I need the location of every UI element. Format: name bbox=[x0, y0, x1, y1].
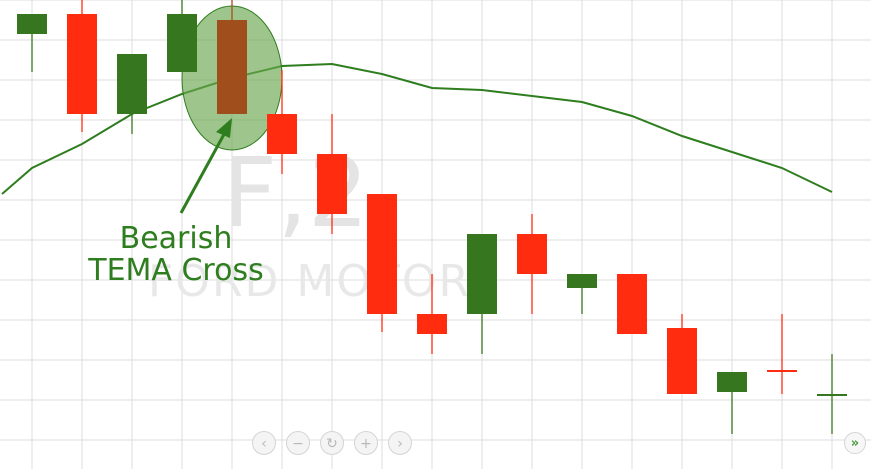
chevron-right-icon: › bbox=[397, 436, 403, 452]
chevron-left-icon: ‹ bbox=[261, 436, 267, 452]
minus-icon: − bbox=[292, 436, 304, 452]
candle bbox=[417, 274, 447, 354]
double-chevron-right-icon: » bbox=[850, 436, 860, 451]
candle bbox=[667, 314, 697, 394]
candle bbox=[67, 0, 97, 132]
candle-body bbox=[417, 314, 447, 334]
annotation-text-line-2: TEMA Cross bbox=[87, 253, 263, 288]
zoom-out-button[interactable]: − bbox=[286, 431, 310, 455]
candle-body bbox=[767, 370, 797, 372]
candle-body bbox=[567, 274, 597, 288]
bearish-tema-cross-annotation: Bearish TEMA Cross bbox=[87, 118, 264, 288]
candle-body bbox=[317, 154, 347, 214]
candle bbox=[717, 372, 747, 434]
candle bbox=[217, 0, 247, 114]
expand-button[interactable]: » bbox=[844, 432, 866, 454]
refresh-icon: ↻ bbox=[326, 436, 338, 452]
candle-body bbox=[167, 14, 197, 72]
watermark-name: FORD MOTOR bbox=[148, 256, 471, 307]
scroll-left-button[interactable]: ‹ bbox=[252, 431, 276, 455]
tema-line bbox=[1, 62, 833, 195]
candle bbox=[317, 114, 347, 234]
candle-body bbox=[617, 274, 647, 334]
candle bbox=[367, 194, 397, 332]
scroll-right-button[interactable]: › bbox=[388, 431, 412, 455]
candle-body bbox=[717, 372, 747, 392]
candle bbox=[817, 354, 847, 434]
candle-body bbox=[17, 14, 47, 34]
candle-body bbox=[267, 114, 297, 154]
candle bbox=[467, 234, 497, 354]
candle bbox=[117, 54, 147, 134]
candle-body bbox=[117, 54, 147, 114]
candle bbox=[767, 314, 797, 394]
candle bbox=[17, 14, 47, 72]
reset-zoom-button[interactable]: ↻ bbox=[320, 431, 344, 455]
annotation-arrow-head bbox=[216, 118, 232, 138]
annotation-arrow-shaft bbox=[179, 126, 230, 214]
tema-indicator bbox=[1, 62, 833, 195]
candle-body bbox=[67, 14, 97, 114]
candle-body bbox=[367, 194, 397, 314]
candle-body bbox=[667, 328, 697, 394]
candle bbox=[567, 274, 597, 314]
zoom-in-button[interactable]: + bbox=[354, 431, 378, 455]
candle-body bbox=[817, 394, 847, 396]
annotation-text-line-1: Bearish bbox=[120, 221, 233, 256]
candle bbox=[517, 214, 547, 314]
candle-body bbox=[467, 234, 497, 314]
candlestick-series bbox=[17, 0, 847, 434]
plus-icon: + bbox=[360, 436, 372, 452]
candle bbox=[167, 0, 197, 72]
candle-body bbox=[517, 234, 547, 274]
candle-body bbox=[217, 20, 247, 114]
candle bbox=[267, 70, 297, 174]
candle bbox=[617, 274, 647, 334]
